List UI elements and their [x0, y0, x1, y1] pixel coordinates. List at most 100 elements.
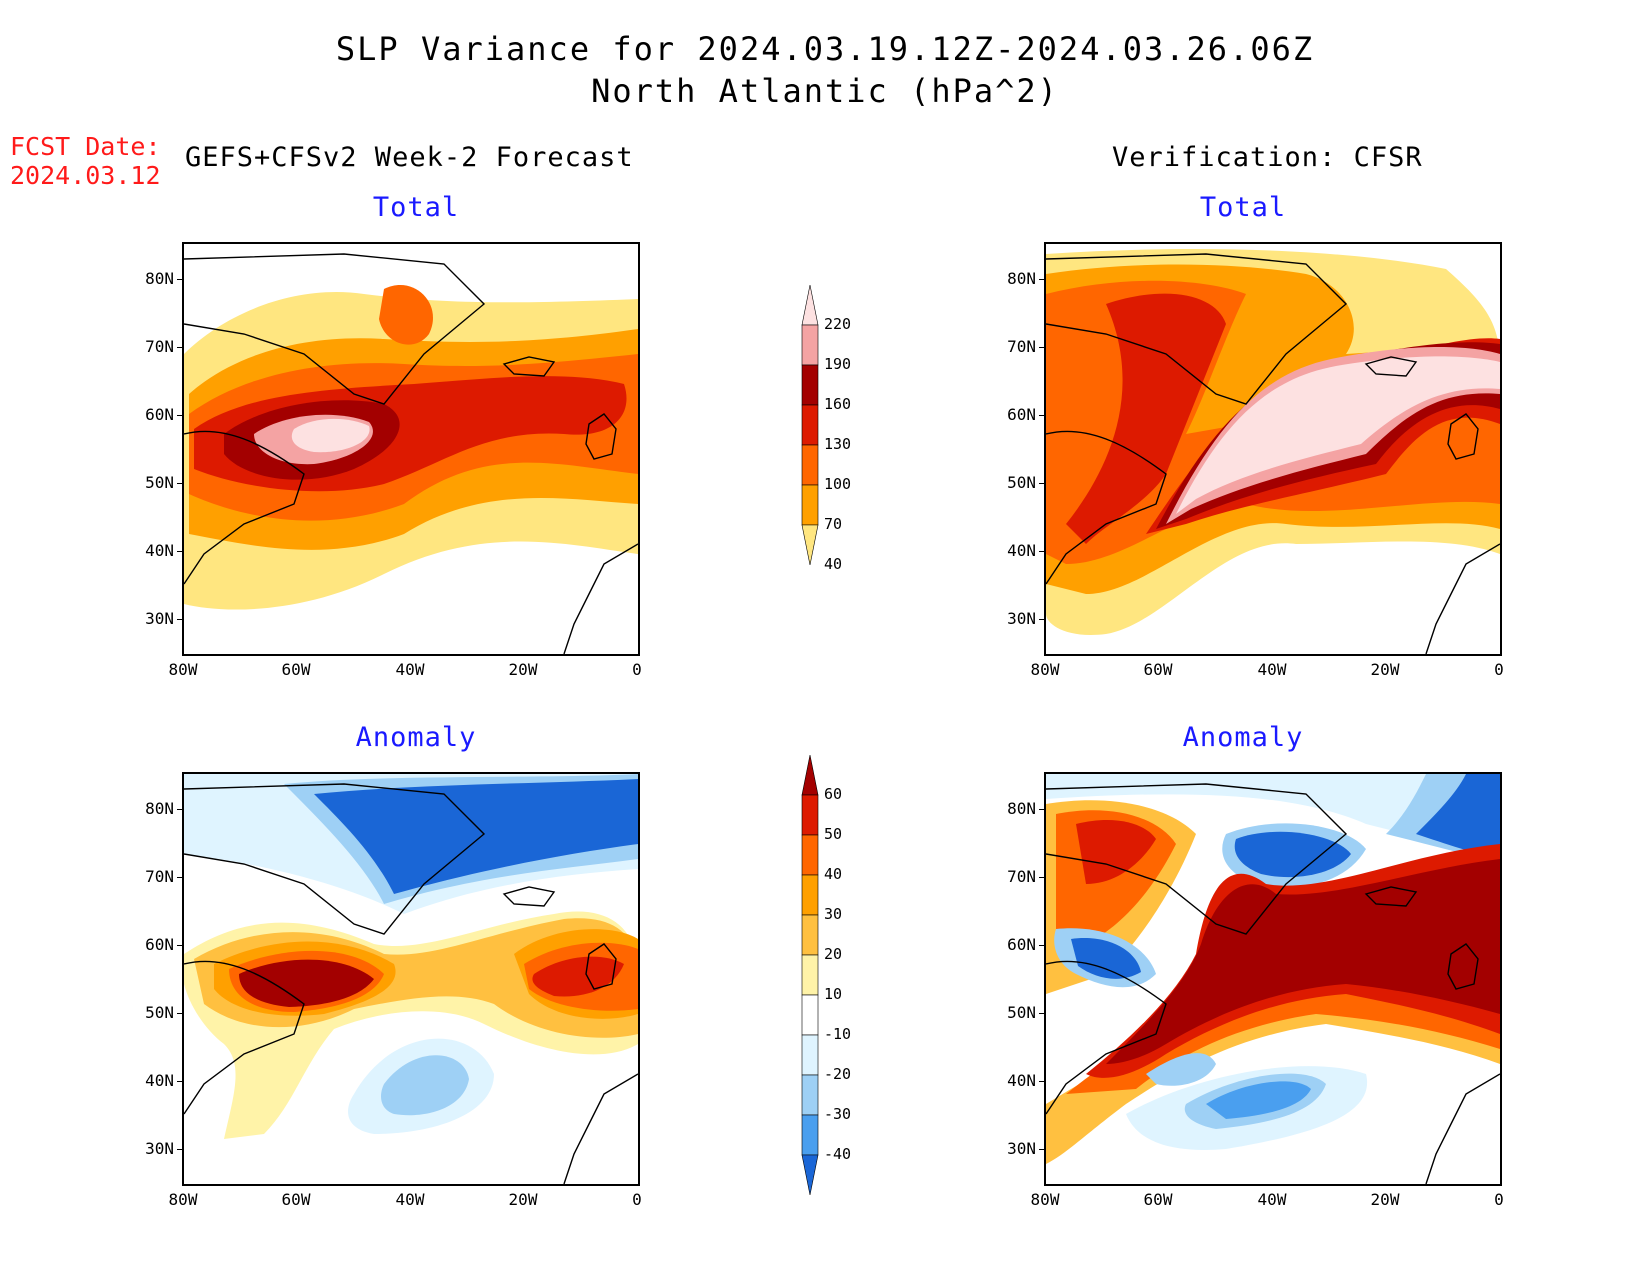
lon-label: 0 — [1494, 660, 1504, 679]
colorbar-level-label: 60 — [824, 785, 843, 803]
main-title: SLP Variance for 2024.03.19.12Z-2024.03.… — [335, 30, 1315, 68]
colorbar-swatch — [801, 1034, 819, 1076]
lat-label: 50N — [145, 473, 174, 492]
lat-label: 60N — [1007, 935, 1036, 954]
verification-total-field — [1046, 249, 1500, 654]
anomaly-colorbar-swatches — [801, 754, 819, 1196]
colorbar-level-label: 50 — [824, 825, 843, 843]
lat-tick — [1039, 619, 1045, 620]
lat-label: 70N — [1007, 337, 1036, 356]
anomaly-colorbar — [800, 754, 820, 1199]
lat-tick — [177, 415, 183, 416]
forecast-anomaly-title: Anomaly — [355, 722, 477, 753]
colorbar-swatch — [801, 524, 819, 566]
lat-tick — [177, 945, 183, 946]
lon-label: 0 — [632, 1190, 642, 1209]
forecast-anomaly-map — [182, 772, 640, 1186]
lat-tick — [1039, 945, 1045, 946]
lat-label: 80N — [1007, 269, 1036, 288]
verification-header: Verification: CFSR — [1112, 142, 1423, 173]
colorbar-swatch — [801, 834, 819, 876]
lat-label: 40N — [1007, 1071, 1036, 1090]
lon-label: 40W — [1257, 660, 1287, 679]
fcst-date-value: 2024.03.12 — [10, 161, 161, 190]
lat-label: 40N — [145, 1071, 174, 1090]
colorbar-swatch — [801, 754, 819, 796]
lon-label: 80W — [168, 1190, 198, 1209]
lon-label: 80W — [168, 660, 198, 679]
forecast-total-field — [184, 253, 638, 654]
lat-tick — [1039, 1013, 1045, 1014]
colorbar-level-label: -10 — [824, 1025, 852, 1043]
fcst-date-caption: FCST Date: — [10, 132, 161, 161]
colorbar-swatch — [801, 324, 819, 366]
colorbar-swatch — [801, 954, 819, 996]
lat-label: 60N — [145, 405, 174, 424]
main-subtitle: North Atlantic (hPa^2) — [591, 72, 1059, 110]
lat-label: 40N — [145, 541, 174, 560]
lat-label: 70N — [145, 867, 174, 886]
forecast-total-map — [182, 242, 640, 656]
lat-tick — [177, 877, 183, 878]
colorbar-swatch — [801, 994, 819, 1036]
colorbar-swatch — [801, 1074, 819, 1116]
colorbar-level-label: 160 — [824, 395, 852, 413]
lat-tick — [1039, 1081, 1045, 1082]
colorbar-swatch — [801, 284, 819, 326]
lon-label: 20W — [508, 660, 538, 679]
forecast-total-title: Total — [372, 192, 460, 223]
lat-tick — [1039, 347, 1045, 348]
colorbar-level-label: 70 — [824, 515, 843, 533]
lat-tick — [1039, 279, 1045, 280]
forecast-header: GEFS+CFSv2 Week-2 Forecast — [185, 142, 634, 173]
lon-label: 60W — [281, 660, 311, 679]
lat-label: 30N — [145, 609, 174, 628]
lon-label: 60W — [281, 1190, 311, 1209]
verification-anomaly-map — [1044, 772, 1502, 1186]
verification-anomaly-field — [1046, 774, 1500, 1184]
colorbar-level-label: 30 — [824, 905, 843, 923]
total-colorbar — [800, 284, 820, 569]
lat-tick — [1039, 809, 1045, 810]
lat-tick — [177, 279, 183, 280]
lat-tick — [177, 1013, 183, 1014]
lat-tick — [177, 483, 183, 484]
colorbar-level-label: 20 — [824, 945, 843, 963]
colorbar-level-label: -20 — [824, 1065, 852, 1083]
lat-label: 40N — [1007, 541, 1036, 560]
lat-tick — [177, 1081, 183, 1082]
colorbar-swatch — [801, 444, 819, 486]
lon-label: 80W — [1030, 660, 1060, 679]
colorbar-level-label: 220 — [824, 315, 852, 333]
colorbar-level-label: 40 — [824, 865, 843, 883]
colorbar-swatch — [801, 914, 819, 956]
lat-label: 60N — [1007, 405, 1036, 424]
lon-label: 40W — [395, 660, 425, 679]
lon-label: 20W — [1370, 1190, 1400, 1209]
lon-label: 20W — [508, 1190, 538, 1209]
lat-label: 80N — [1007, 799, 1036, 818]
colorbar-level-label: -30 — [824, 1105, 852, 1123]
colorbar-swatch — [801, 1154, 819, 1196]
lat-label: 60N — [145, 935, 174, 954]
lat-label: 80N — [145, 269, 174, 288]
lon-label: 0 — [632, 660, 642, 679]
colorbar-level-label: 190 — [824, 355, 852, 373]
lat-tick — [177, 619, 183, 620]
lat-label: 80N — [145, 799, 174, 818]
lat-tick — [1039, 483, 1045, 484]
lat-tick — [1039, 877, 1045, 878]
colorbar-swatch — [801, 1114, 819, 1156]
colorbar-level-label: -40 — [824, 1145, 852, 1163]
lat-label: 70N — [145, 337, 174, 356]
colorbar-swatch — [801, 874, 819, 916]
lat-tick — [1039, 415, 1045, 416]
lat-tick — [177, 809, 183, 810]
lat-label: 50N — [1007, 473, 1036, 492]
colorbar-swatch — [801, 364, 819, 406]
verification-anomaly-title: Anomaly — [1182, 722, 1304, 753]
lat-label: 30N — [145, 1139, 174, 1158]
lat-tick — [1039, 551, 1045, 552]
colorbar-swatch — [801, 484, 819, 526]
colorbar-level-label: 10 — [824, 985, 843, 1003]
